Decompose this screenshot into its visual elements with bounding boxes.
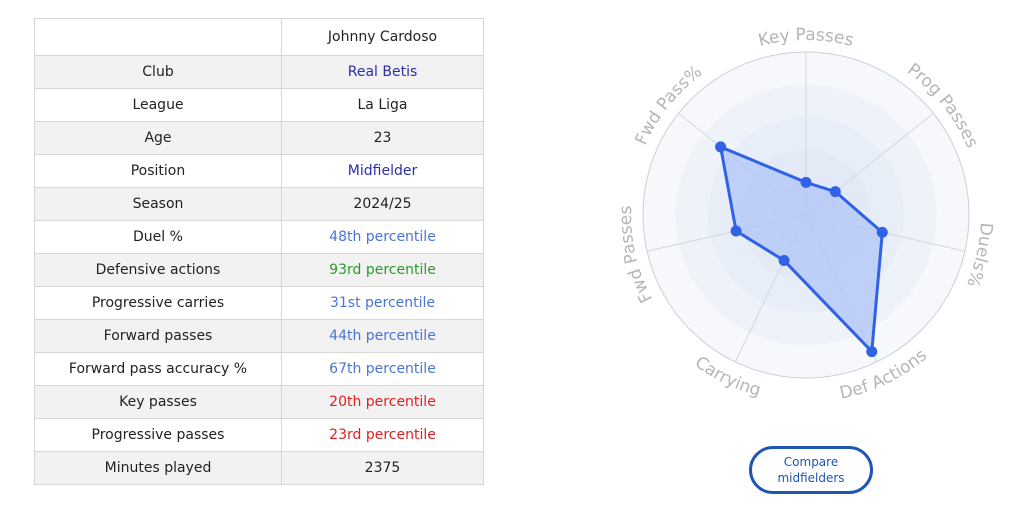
- stat-value: 31st percentile: [281, 286, 484, 320]
- table-header-row: Johnny Cardoso: [34, 18, 484, 56]
- stat-value: La Liga: [281, 88, 484, 122]
- stat-value: 2024/25: [281, 187, 484, 221]
- stat-value: 23rd percentile: [281, 418, 484, 452]
- stat-label: Forward pass accuracy %: [34, 352, 282, 386]
- stat-label: Age: [34, 121, 282, 155]
- table-row: Forward passes 44th percentile: [34, 319, 484, 353]
- data-point[interactable]: [829, 186, 841, 198]
- stat-value: Midfielder: [281, 154, 484, 188]
- stat-label: Progressive passes: [34, 418, 282, 452]
- header-empty-cell: [34, 18, 282, 56]
- stat-label: Position: [34, 154, 282, 188]
- stat-label: Defensive actions: [34, 253, 282, 287]
- table-row: Position Midfielder: [34, 154, 484, 188]
- stat-value: 20th percentile: [281, 385, 484, 419]
- stat-value: 2375: [281, 451, 484, 485]
- player-stats-table: Johnny Cardoso Club Real Betis League La Li…: [34, 18, 484, 485]
- stat-label: Duel %: [34, 220, 282, 254]
- data-point[interactable]: [730, 225, 742, 237]
- stat-label: Minutes played: [34, 451, 282, 485]
- stat-value: Real Betis: [281, 55, 484, 89]
- table-row: Duel % 48th percentile: [34, 220, 484, 254]
- table-row: Minutes played 2375: [34, 451, 484, 485]
- data-point[interactable]: [866, 346, 878, 358]
- stat-value: 67th percentile: [281, 352, 484, 386]
- table-row: Defensive actions 93rd percentile: [34, 253, 484, 287]
- stat-label: Key passes: [34, 385, 282, 419]
- table-row: Progressive passes 23rd percentile: [34, 418, 484, 452]
- table-row: Age 23: [34, 121, 484, 155]
- data-point[interactable]: [876, 226, 888, 238]
- stat-value: 93rd percentile: [281, 253, 484, 287]
- table-row: League La Liga: [34, 88, 484, 122]
- compare-midfielders-button[interactable]: Compare midfielders: [749, 446, 873, 494]
- table-row: Key passes 20th percentile: [34, 385, 484, 419]
- data-series-area: [719, 145, 884, 354]
- stat-label: Progressive carries: [34, 286, 282, 320]
- stat-label: Forward passes: [34, 319, 282, 353]
- stat-label: Season: [34, 187, 282, 221]
- stat-label: League: [34, 88, 282, 122]
- table-row: Club Real Betis: [34, 55, 484, 89]
- data-point[interactable]: [800, 176, 812, 188]
- stat-label: Club: [34, 55, 282, 89]
- data-point[interactable]: [715, 141, 727, 153]
- stat-value: 44th percentile: [281, 319, 484, 353]
- stat-value: 23: [281, 121, 484, 155]
- table-row: Season 2024/25: [34, 187, 484, 221]
- table-row: Progressive carries 31st percentile: [34, 286, 484, 320]
- axis-label: Key Passes: [756, 25, 855, 51]
- data-point[interactable]: [778, 255, 790, 267]
- player-name: Johnny Cardoso: [281, 18, 484, 56]
- table-row: Forward pass accuracy % 67th percentile: [34, 352, 484, 386]
- stat-value: 48th percentile: [281, 220, 484, 254]
